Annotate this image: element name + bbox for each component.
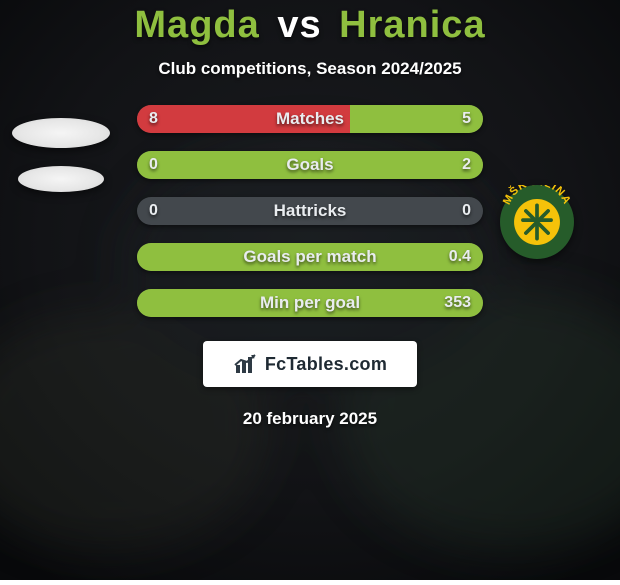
stat-value-left: 0 (149, 202, 158, 220)
stat-value-right: 353 (444, 294, 471, 312)
subtitle: Club competitions, Season 2024/2025 (158, 59, 461, 79)
stat-label: Matches (276, 109, 344, 129)
stat-rows: Matches 8 5 Goals 0 2 Hattricks 0 0 Goals per mat… (0, 105, 620, 317)
stat-row: Matches 8 5 (137, 105, 483, 133)
stat-label: Min per goal (260, 293, 360, 313)
stat-row: Goals per match 0.4 (137, 243, 483, 271)
title-left-name: Magda (134, 4, 259, 46)
stat-label: Hattricks (274, 201, 347, 221)
stat-label: Goals per match (243, 247, 376, 267)
stat-value-right: 0 (462, 202, 471, 220)
page-title: Magda vs Hranica (134, 4, 485, 47)
stat-row: Goals 0 2 (137, 151, 483, 179)
content-root: Magda vs Hranica Club competitions, Seas… (0, 0, 620, 580)
date-text: 20 february 2025 (243, 409, 377, 429)
stat-row: Min per goal 353 (137, 289, 483, 317)
brand-text: FcTables.com (265, 354, 387, 375)
barchart-icon (233, 353, 259, 375)
stat-value-right: 2 (462, 156, 471, 174)
stat-value-left: 0 (149, 156, 158, 174)
title-right-name: Hranica (339, 4, 485, 46)
brand-badge: FcTables.com (203, 341, 417, 387)
stat-value-left: 8 (149, 110, 158, 128)
stat-label: Goals (286, 155, 333, 175)
title-vs: vs (277, 4, 321, 46)
stat-value-right: 5 (462, 110, 471, 128)
stat-value-right: 0.4 (449, 248, 471, 266)
stat-row: Hattricks 0 0 (137, 197, 483, 225)
